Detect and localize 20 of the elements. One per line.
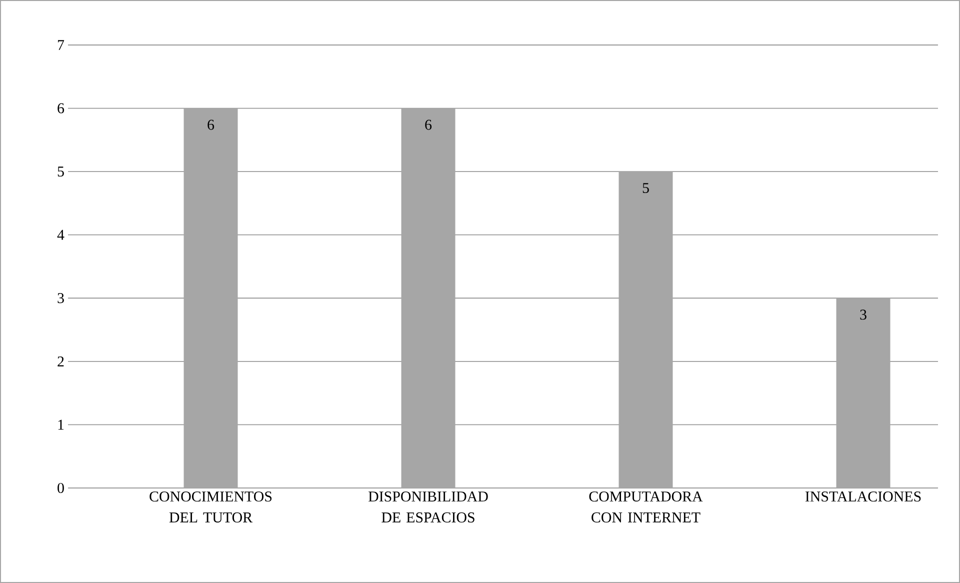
y-tick-label: 0 — [58, 482, 64, 494]
data-label: 5 — [642, 183, 649, 194]
x-tick-label: INSTALACIONES — [805, 492, 921, 502]
y-tick-label: 2 — [58, 356, 64, 366]
bar — [401, 108, 456, 488]
y-tick-label: 3 — [58, 293, 64, 304]
y-tick-label: 1 — [58, 420, 64, 430]
x-tick-label: DISPONIBILIDAD DE ESPACIOS — [368, 492, 488, 522]
bar — [618, 172, 673, 488]
y-tick-label: 7 — [58, 40, 64, 50]
bar — [184, 108, 238, 488]
data-label: 6 — [425, 120, 432, 130]
x-tick-label: COMPUTADORA CON INTERNET — [589, 492, 703, 522]
x-tick-label: CONOCIMIENTOS DEL TUTOR — [150, 492, 272, 522]
data-label: 3 — [860, 310, 866, 320]
y-tick-label: 6 — [58, 103, 64, 114]
bar — [836, 298, 890, 488]
y-tick-label: 5 — [58, 166, 64, 177]
data-label: 6 — [208, 120, 214, 130]
y-tick-label: 4 — [57, 230, 64, 240]
